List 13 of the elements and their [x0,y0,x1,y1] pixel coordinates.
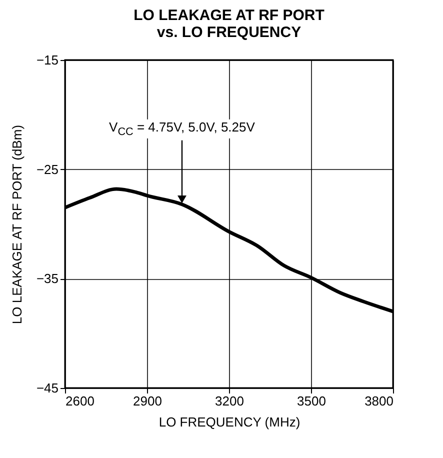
x-tick-label: 3200 [215,394,244,408]
y-tick-label: −25 [36,162,58,177]
annotation: V$_{CC}$ = 4.75V, 5.0V, 5.25V [107,120,257,138]
y-tick-label: −15 [36,52,58,68]
x-tick-label: 2600 [66,394,94,408]
y-tick-label: −45 [36,380,58,396]
y-tick-label: −35 [36,271,58,286]
x-tick-label: 2900 [133,394,162,408]
chart-title: LO LEAKAGE AT RF PORT vs. LO FREQUENCY [134,7,324,41]
y-axis-title: LO LEAKAGE AT RF PORT (dBm) [9,124,24,324]
x-tick-label: 3500 [297,394,326,408]
x-axis-title: LO FREQUENCY (MHz) [158,414,300,430]
x-tick-label: 3800 [364,394,394,408]
